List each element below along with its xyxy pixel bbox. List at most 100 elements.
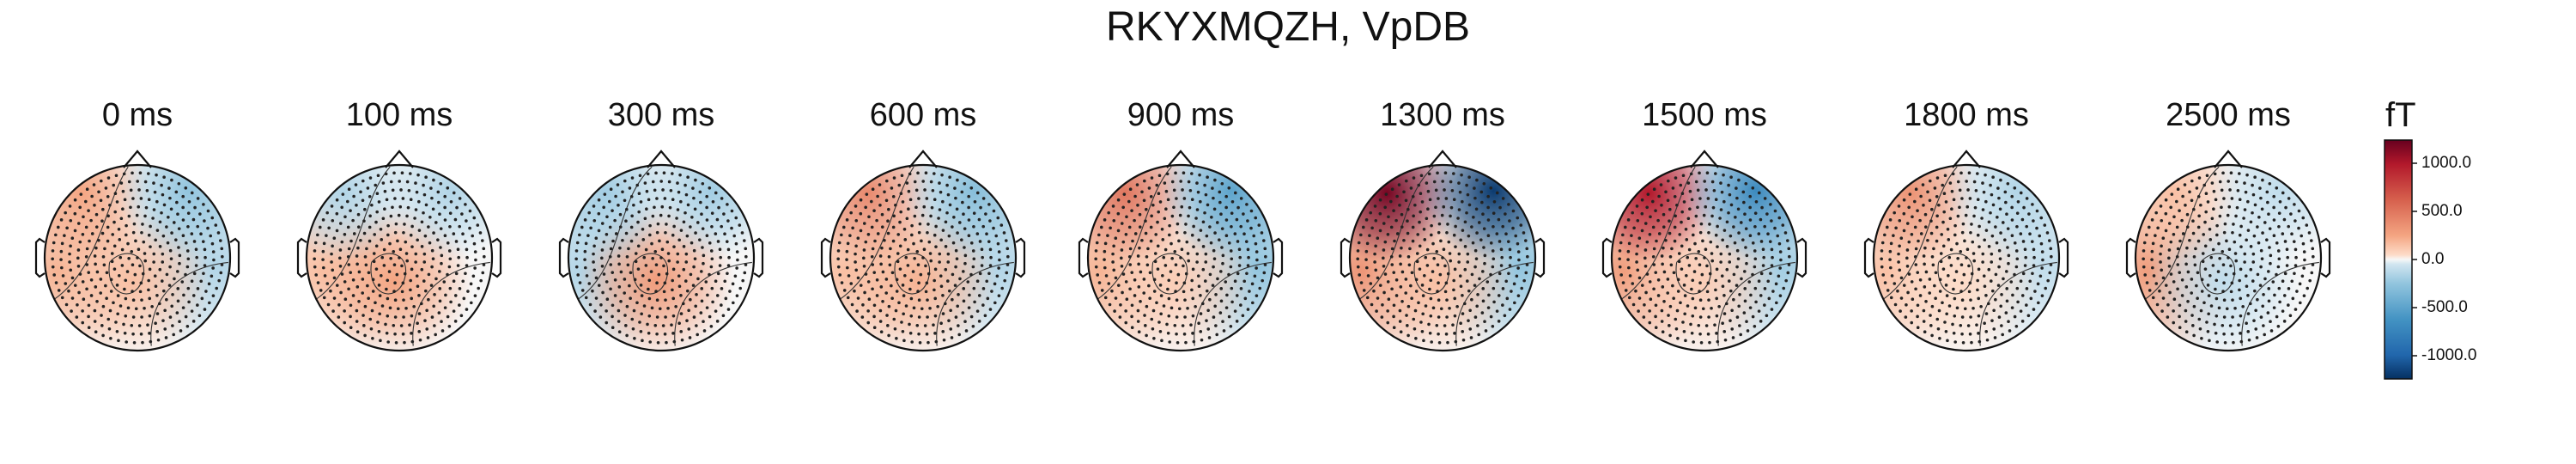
sensor-dot xyxy=(878,183,882,186)
sensor-dot xyxy=(1902,229,1906,233)
sensor-dot xyxy=(1429,314,1433,318)
sensor-dot xyxy=(1409,186,1413,190)
sensor-dot xyxy=(1219,299,1224,303)
sensor-dot xyxy=(1704,188,1708,192)
sensor-dot xyxy=(1397,183,1401,186)
sensor-dot xyxy=(376,321,380,324)
sensor-dot xyxy=(2027,212,2031,216)
sensor-dot xyxy=(635,301,639,305)
sensor-dot xyxy=(443,306,447,309)
sensor-dot xyxy=(124,278,128,283)
sensor-dot xyxy=(143,180,148,184)
sensor-dot xyxy=(654,263,659,266)
sensor-dot xyxy=(1702,213,1706,217)
sensor-dot xyxy=(147,288,150,292)
sensor-dot xyxy=(182,293,185,297)
sensor-dot xyxy=(1383,205,1387,210)
sensor-dot xyxy=(2246,330,2251,333)
sensor-dot xyxy=(609,263,613,266)
sensor-dot xyxy=(1627,266,1631,270)
sensor-dot xyxy=(2287,197,2291,200)
sensor-dot xyxy=(468,209,472,213)
sensor-dot xyxy=(1996,284,2001,287)
sensor-dot xyxy=(709,249,714,253)
sensor-dot xyxy=(370,308,374,313)
sensor-dot xyxy=(2246,199,2250,204)
sensor-dot xyxy=(1364,249,1369,253)
sensor-dot xyxy=(100,324,104,327)
sensor-dot xyxy=(1235,217,1239,222)
sensor-dot xyxy=(2160,244,2163,248)
sensor-dot xyxy=(1388,199,1393,204)
sensor-dot xyxy=(361,179,365,183)
sensor-dot xyxy=(931,188,935,192)
sensor-dot xyxy=(2142,249,2146,253)
sensor-dot xyxy=(1635,205,1639,208)
sensor-dot xyxy=(1519,223,1523,227)
sensor-dot xyxy=(1742,200,1746,205)
sensor-dot xyxy=(161,192,165,197)
sensor-dot xyxy=(1130,209,1133,212)
sensor-dot xyxy=(108,308,112,313)
sensor-dot xyxy=(2259,265,2263,269)
sensor-dot xyxy=(2148,289,2152,292)
sensor-dot xyxy=(1686,181,1691,185)
sensor-dot xyxy=(81,280,85,284)
sensor-dot xyxy=(667,180,671,184)
sensor-dot xyxy=(154,238,157,242)
sensor-dot xyxy=(1507,272,1510,276)
sensor-dot xyxy=(2202,233,2206,236)
sensor-dot xyxy=(1172,205,1176,210)
sensor-dot xyxy=(1436,171,1439,175)
sensor-dot xyxy=(1753,249,1757,253)
sensor-dot xyxy=(1206,327,1211,331)
sensor-dot xyxy=(1097,233,1101,237)
sensor-dot xyxy=(1455,304,1459,308)
sensor-dot xyxy=(1373,260,1376,264)
sensor-dot xyxy=(447,265,452,269)
sensor-dot xyxy=(331,268,335,272)
sensor-dot xyxy=(1495,309,1499,313)
sensor-dot xyxy=(1428,198,1432,202)
sensor-dot xyxy=(459,314,464,318)
sensor-dot xyxy=(1177,307,1182,311)
sensor-dot xyxy=(1710,259,1715,263)
sensor-dot xyxy=(2241,304,2245,308)
sensor-dot xyxy=(1738,292,1741,296)
sensor-dot xyxy=(1239,287,1243,290)
sensor-dot xyxy=(1963,239,1966,243)
sensor-dot xyxy=(694,304,697,308)
sensor-dot xyxy=(1948,181,1953,185)
sensor-dot xyxy=(399,324,404,327)
sensor-dot xyxy=(655,230,659,235)
sensor-dot xyxy=(440,329,445,333)
sensor-dot xyxy=(378,312,381,316)
sensor-dot xyxy=(1501,197,1505,200)
sensor-dot xyxy=(2265,238,2269,241)
sensor-dot xyxy=(1149,194,1153,198)
sensor-dot xyxy=(617,203,620,207)
sensor-dot xyxy=(1489,241,1493,245)
sensor-dot xyxy=(1233,191,1237,195)
sensor-dot xyxy=(1212,257,1217,260)
sensor-dot xyxy=(1516,294,1521,297)
sensor-dot xyxy=(1960,298,1965,302)
sensor-dot xyxy=(1699,340,1704,345)
sensor-dot xyxy=(1446,272,1450,276)
sensor-dot xyxy=(2019,232,2023,235)
sensor-dot xyxy=(1442,205,1446,209)
sensor-dot xyxy=(1930,304,1935,308)
sensor-dot xyxy=(69,268,73,272)
sensor-dot xyxy=(1194,304,1197,308)
sensor-dot xyxy=(373,233,377,236)
sensor-dot xyxy=(1414,290,1419,293)
sensor-dot xyxy=(1453,314,1457,318)
sensor-dot xyxy=(872,326,877,330)
topomap-6 xyxy=(1601,150,1807,352)
sensor-dot xyxy=(409,172,412,175)
sensor-dot xyxy=(1159,312,1163,316)
sensor-dot xyxy=(1725,220,1729,224)
sensor-dot xyxy=(684,260,689,264)
sensor-dot xyxy=(87,326,91,330)
sensor-dot xyxy=(70,296,75,300)
